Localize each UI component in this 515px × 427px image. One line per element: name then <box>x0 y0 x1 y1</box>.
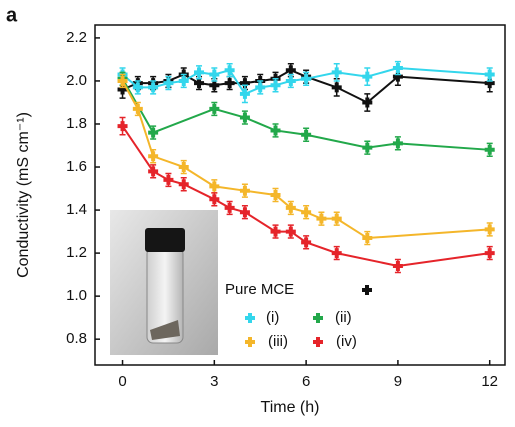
legend-label: Pure MCE <box>225 281 294 298</box>
legend-label: (iii) <box>268 333 288 350</box>
marker <box>148 127 159 138</box>
marker <box>194 67 205 78</box>
marker <box>484 69 495 80</box>
plot-frame <box>94 24 506 366</box>
marker <box>239 185 250 196</box>
marker <box>163 174 174 185</box>
legend-marker <box>313 313 323 323</box>
marker <box>285 75 296 86</box>
marker <box>224 78 235 89</box>
marker <box>285 226 296 237</box>
marker <box>484 224 495 235</box>
marker <box>239 112 250 123</box>
inset-photo <box>110 210 218 355</box>
marker <box>484 248 495 259</box>
x-tick-label: 0 <box>118 373 126 390</box>
y-tick-label: 2.0 <box>66 72 87 89</box>
marker <box>117 75 128 86</box>
legend-label: (i) <box>266 309 279 326</box>
marker <box>239 207 250 218</box>
y-tick-label: 1.8 <box>66 115 87 132</box>
marker <box>270 190 281 200</box>
marker <box>362 142 373 153</box>
y-tick-label: 1.6 <box>66 158 87 175</box>
x-tick-label: 6 <box>302 373 310 390</box>
marker <box>392 63 403 74</box>
marker <box>132 103 143 114</box>
marker <box>239 88 250 99</box>
legend-label: (ii) <box>335 309 352 326</box>
marker <box>209 80 220 91</box>
marker <box>331 213 342 224</box>
marker <box>331 248 342 259</box>
legend-marker <box>245 313 255 323</box>
marker <box>178 179 189 190</box>
x-tick-label: 3 <box>210 373 218 390</box>
marker <box>117 121 128 132</box>
marker <box>209 194 220 205</box>
x-axis-title: Time (h) <box>261 399 320 416</box>
marker <box>178 75 189 86</box>
x-tick-label: 9 <box>394 373 402 390</box>
y-tick-label: 1.2 <box>66 244 87 261</box>
marker <box>331 82 342 93</box>
marker <box>392 138 403 149</box>
marker <box>362 233 373 244</box>
legend-marker <box>245 337 255 347</box>
marker <box>132 82 143 93</box>
marker <box>301 207 312 218</box>
x-tick-label: 12 <box>481 373 498 390</box>
marker <box>148 82 159 93</box>
legend-marker <box>313 337 323 347</box>
marker <box>209 103 220 114</box>
marker <box>301 129 312 140</box>
y-tick-label: 1.0 <box>66 287 87 304</box>
legend-marker <box>362 285 372 295</box>
marker <box>148 166 159 177</box>
marker <box>362 97 373 108</box>
y-axis-title: Conductivity (mS cm⁻¹) <box>15 112 32 278</box>
marker <box>362 71 373 82</box>
marker <box>224 65 235 76</box>
marker <box>148 151 159 162</box>
marker <box>270 80 281 91</box>
marker <box>270 226 281 237</box>
panel-label: a <box>6 4 18 26</box>
marker <box>285 202 296 213</box>
marker <box>178 162 189 173</box>
marker <box>392 261 403 272</box>
marker <box>194 78 205 89</box>
marker <box>224 202 235 213</box>
marker <box>301 237 312 248</box>
marker <box>163 78 174 89</box>
y-tick-label: 1.4 <box>66 201 87 218</box>
marker <box>255 82 266 93</box>
marker <box>270 125 281 136</box>
y-tick-label: 0.8 <box>66 330 87 347</box>
marker <box>301 73 312 84</box>
y-tick-label: 2.2 <box>66 29 87 46</box>
legend-label: (iv) <box>336 333 357 350</box>
marker <box>209 181 220 192</box>
marker <box>331 67 342 78</box>
marker <box>316 213 327 224</box>
marker <box>209 69 220 80</box>
marker <box>285 65 296 76</box>
marker <box>484 144 495 155</box>
